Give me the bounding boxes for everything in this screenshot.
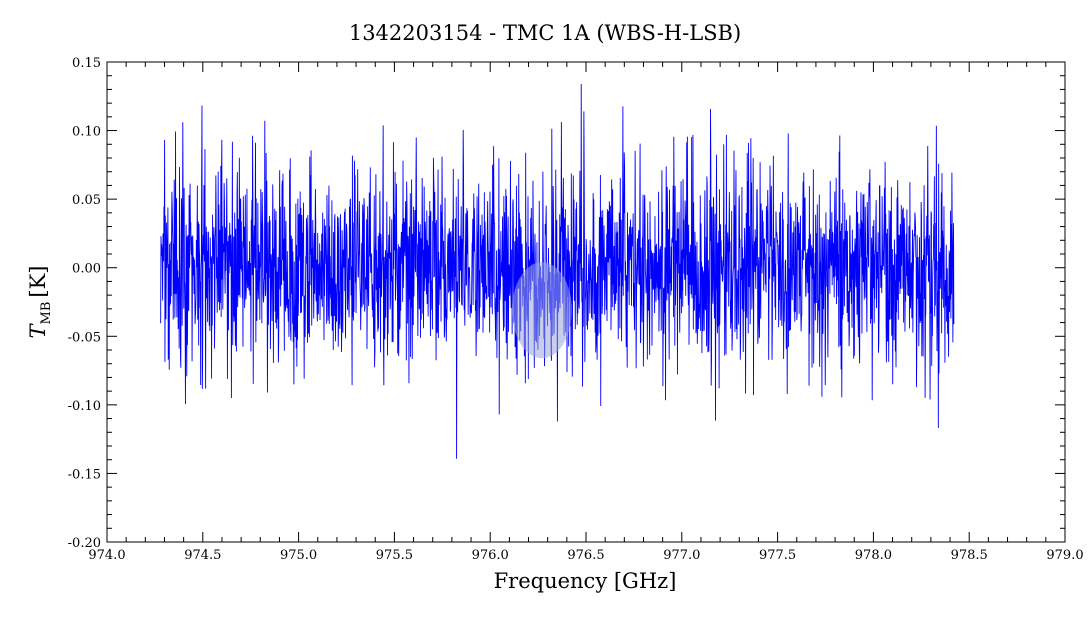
x-tick-label: 978.0 (855, 548, 892, 563)
x-tick-label: 977.5 (759, 548, 796, 563)
x-axis-title: Frequency [GHz] (494, 569, 677, 593)
y-tick-label: -0.15 (68, 467, 101, 482)
y-tick-label: 0.10 (72, 125, 101, 140)
x-tick-label: 979.0 (1046, 548, 1083, 563)
spectrum-series-line (160, 83, 955, 459)
chart-title: 1342203154 - TMC 1A (WBS-H-LSB) (349, 21, 741, 45)
x-tick-label: 976.5 (567, 548, 604, 563)
y-tick-label: -0.10 (68, 399, 101, 414)
y-axis-title: TMB [K] (26, 266, 54, 339)
x-tick-label: 977.0 (663, 548, 700, 563)
x-tick-label: 975.0 (280, 548, 317, 563)
y-axis-title-unit: [K] (26, 266, 50, 298)
axis-ticks: 974.0 974.5 975.0 975.5 976.0 976.5 977.0 977.5… (68, 56, 1084, 563)
y-tick-label: 0.15 (72, 56, 101, 71)
y-tick-label: 0.05 (72, 193, 101, 208)
plot-area (160, 83, 955, 459)
y-tick-label: -0.20 (68, 536, 101, 551)
x-tick-label: 974.0 (88, 548, 125, 563)
x-tick-label: 975.5 (376, 548, 413, 563)
y-axis-title-subscript: MB (39, 302, 54, 325)
svg-text:TMB[K]: TMB [K] (26, 266, 54, 339)
highlight-marker (511, 262, 572, 359)
y-tick-label: 0.00 (72, 262, 101, 277)
x-tick-label: 978.5 (951, 548, 988, 563)
x-tick-label: 976.0 (472, 548, 509, 563)
y-tick-label: -0.05 (68, 330, 101, 345)
x-tick-label: 974.5 (184, 548, 221, 563)
y-axis-title-main: T (26, 322, 50, 338)
